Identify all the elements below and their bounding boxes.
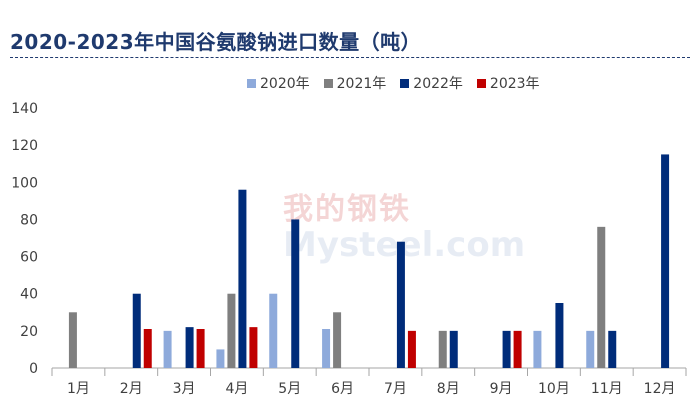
y-tick-label: 20 [20,324,38,340]
bar [396,241,405,368]
x-tick-label: 10月 [538,381,570,397]
bar [333,312,342,368]
bar [586,330,595,368]
x-tick-label: 8月 [437,381,460,397]
bar [291,219,300,368]
y-tick-label: 120 [11,138,38,154]
bar [132,293,141,368]
bar [502,330,511,368]
legend-item: 2022年 [400,73,463,93]
bar [438,330,447,368]
legend-label: 2022年 [413,76,463,92]
y-tick-label: 140 [11,101,38,117]
legend: 2020年 2021年 2022年 2023年 [247,73,540,93]
legend-swatch [247,78,256,88]
legend-label: 2020年 [260,76,310,92]
bar [555,303,564,368]
bar [68,312,77,368]
bar [269,293,278,368]
x-tick-label: 12月 [644,381,676,397]
legend-item: 2023年 [476,73,540,93]
legend-label: 2021年 [336,76,387,92]
bar [513,330,522,368]
x-tick-label: 5月 [278,381,301,397]
bar [227,293,236,368]
legend-swatch [323,78,333,88]
y-tick-label: 100 [11,175,38,191]
chart-title: 2020-2023年中国谷氨酸钠进口数量（吨） [10,30,422,54]
y-tick-label: 0 [29,361,38,377]
x-tick-label: 7月 [384,381,407,397]
bar [597,226,606,368]
bar [661,154,670,368]
y-tick-label: 40 [20,287,38,303]
legend-swatch [400,78,410,88]
y-tick-label: 80 [20,212,38,228]
x-tick-label: 6月 [331,381,354,397]
x-tick-label: 1月 [67,381,90,397]
x-tick-label: 9月 [490,381,513,397]
legend-item: 2020年 [247,73,310,93]
bar [322,329,331,368]
legend-swatch [476,78,486,88]
bar [163,330,172,368]
bar [143,329,152,368]
bar [533,330,542,368]
x-tick-label: 2月 [120,381,143,397]
x-tick-label: 11月 [591,381,623,397]
legend-item: 2021年 [323,73,387,93]
bar [449,330,458,368]
title-divider [10,57,690,58]
y-tick-label: 60 [20,250,38,266]
bar [185,327,194,368]
bar [249,327,258,368]
bar [196,329,205,368]
bar [608,330,617,368]
bar [407,330,416,368]
x-tick-label: 3月 [173,381,196,397]
bar [216,349,225,368]
legend-label: 2023年 [489,76,540,92]
x-tick-label: 4月 [225,381,248,397]
bar [238,189,247,368]
